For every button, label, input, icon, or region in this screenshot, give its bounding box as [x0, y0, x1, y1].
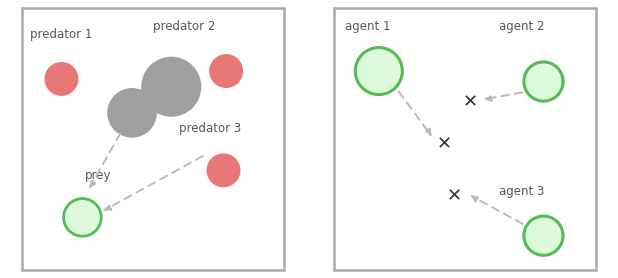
Circle shape	[141, 57, 201, 117]
Circle shape	[64, 198, 101, 236]
Text: ✕: ✕	[463, 93, 478, 111]
Text: predator 3: predator 3	[179, 122, 242, 135]
Circle shape	[206, 153, 240, 187]
Text: agent 3: agent 3	[499, 185, 544, 198]
Circle shape	[355, 48, 402, 95]
Text: agent 1: agent 1	[345, 20, 391, 33]
Text: predator 2: predator 2	[153, 20, 215, 33]
Text: agent 2: agent 2	[499, 20, 544, 33]
FancyBboxPatch shape	[334, 8, 596, 270]
Circle shape	[209, 54, 243, 88]
Text: prey: prey	[85, 169, 111, 182]
Text: predator 1: predator 1	[30, 28, 93, 41]
FancyBboxPatch shape	[22, 8, 284, 270]
Text: ✕: ✕	[436, 135, 452, 153]
Circle shape	[524, 216, 563, 255]
Circle shape	[44, 62, 78, 96]
Circle shape	[108, 88, 157, 138]
Circle shape	[524, 62, 563, 101]
Text: ✕: ✕	[447, 187, 462, 205]
